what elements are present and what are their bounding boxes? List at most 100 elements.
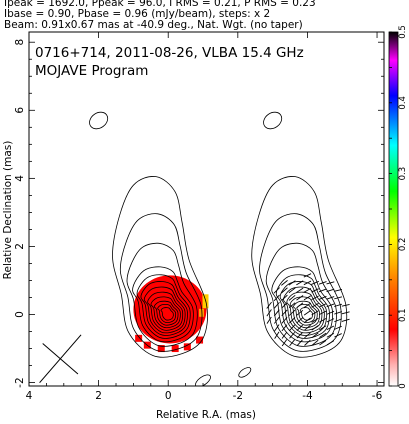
evpa-tick bbox=[326, 325, 335, 331]
contour-level bbox=[119, 213, 203, 352]
evpa-tick bbox=[296, 324, 304, 331]
evpa-tick bbox=[326, 318, 335, 323]
evpa-tick bbox=[326, 288, 335, 292]
x-axis-label: Relative R.A. (mas) bbox=[156, 409, 256, 421]
evpa-tick bbox=[326, 332, 335, 338]
plot-frame bbox=[28, 31, 385, 387]
contour-level bbox=[279, 281, 328, 336]
evpa-tick bbox=[341, 303, 350, 307]
evpa-tick bbox=[281, 279, 288, 286]
evpa-tick bbox=[326, 296, 335, 300]
evpa-tick bbox=[266, 309, 272, 317]
contour-level bbox=[153, 300, 179, 326]
y-tick-label: 0 bbox=[14, 311, 26, 318]
evpa-tick bbox=[303, 288, 312, 293]
evpa-tick bbox=[334, 318, 342, 323]
polarization-pixel bbox=[135, 334, 143, 342]
evpa-tick bbox=[296, 302, 304, 309]
evpa-tick bbox=[311, 332, 319, 339]
evpa-tick bbox=[311, 325, 319, 331]
evpa-tick bbox=[281, 294, 288, 301]
contour-level bbox=[143, 286, 186, 334]
evpa-tick bbox=[311, 302, 319, 308]
evpa-tick bbox=[311, 317, 319, 323]
evpa-tick bbox=[334, 296, 343, 300]
evpa-tick bbox=[303, 295, 312, 301]
y-axis-label: Relative Declination (mas) bbox=[2, 141, 14, 280]
evpa-tick bbox=[296, 339, 303, 347]
colorbar-tick-label: 0.2 bbox=[398, 238, 408, 252]
evpa-tick bbox=[281, 339, 288, 347]
evpa-tick bbox=[296, 287, 304, 293]
evpa-tick bbox=[326, 281, 335, 285]
evpa-tick bbox=[274, 331, 280, 339]
header-line-3: Beam: 0.91x0.67 mas at -40.9 deg., Nat. … bbox=[4, 19, 303, 31]
evpa-tick bbox=[303, 302, 312, 308]
evpa-tick bbox=[281, 331, 288, 339]
contour-level bbox=[160, 307, 174, 321]
polarization-pixel bbox=[183, 343, 191, 351]
y-tick-label: 6 bbox=[14, 107, 26, 114]
contour-level bbox=[136, 274, 191, 339]
y-tick-label: -2 bbox=[14, 377, 26, 387]
evpa-tick bbox=[318, 288, 327, 293]
evpa-tick bbox=[296, 332, 303, 339]
evpa-tick bbox=[341, 318, 350, 322]
evpa-tick bbox=[319, 332, 327, 338]
evpa-tick bbox=[288, 294, 296, 301]
evpa-tick bbox=[281, 309, 288, 317]
y-tick-label: 2 bbox=[14, 243, 26, 250]
evpa-tick bbox=[334, 325, 342, 330]
evpa-tick bbox=[319, 340, 327, 346]
evpa-tick bbox=[274, 316, 280, 324]
evpa-tick bbox=[311, 339, 319, 346]
evpa-tick bbox=[311, 310, 319, 316]
contour-level bbox=[299, 307, 313, 321]
evpa-tick bbox=[296, 317, 304, 324]
header-line-2: Ibase = 0.90, Pbase = 0.96 (mJy/beam), s… bbox=[4, 8, 271, 20]
isolated-contour bbox=[238, 367, 252, 378]
evpa-tick bbox=[311, 288, 319, 293]
colorbar-tick-label: 0.4 bbox=[398, 96, 408, 110]
polarization-pixel-mid bbox=[199, 308, 205, 317]
contour-level bbox=[251, 176, 348, 358]
contour-level bbox=[157, 303, 177, 324]
evpa-tick bbox=[281, 324, 288, 332]
polarization-pixel bbox=[196, 336, 204, 344]
contour-level bbox=[132, 266, 194, 343]
evpa-tick bbox=[318, 295, 327, 300]
evpa-tick bbox=[319, 317, 327, 323]
evpa-tick bbox=[318, 310, 327, 316]
evpa-tick bbox=[288, 309, 296, 316]
evpa-tick bbox=[303, 273, 312, 278]
contour-level bbox=[293, 300, 318, 326]
evpa-tick bbox=[281, 302, 288, 309]
evpa-ticks bbox=[266, 273, 350, 347]
x-tick-label: 0 bbox=[165, 390, 172, 402]
evpa-tick bbox=[319, 325, 327, 331]
contour-level bbox=[112, 176, 208, 358]
evpa-tick bbox=[334, 289, 343, 292]
evpa-tick bbox=[273, 309, 280, 317]
isolated-contour bbox=[89, 111, 109, 130]
evpa-tick bbox=[311, 295, 319, 301]
evpa-tick bbox=[326, 303, 335, 308]
x-tick-label: 4 bbox=[26, 390, 33, 402]
evpa-tick bbox=[304, 324, 311, 331]
evpa-tick bbox=[273, 302, 280, 309]
evpa-tick bbox=[304, 332, 311, 339]
evpa-tick bbox=[304, 339, 311, 346]
evpa-tick bbox=[288, 317, 296, 324]
isolated-contour bbox=[195, 374, 211, 386]
beam-minor-axis bbox=[42, 343, 79, 375]
evpa-tick bbox=[273, 294, 280, 302]
polarization-pixel bbox=[171, 345, 179, 353]
contour-level bbox=[140, 281, 188, 336]
contour-level bbox=[147, 291, 184, 331]
colorbar-tick-label: 0.5 bbox=[398, 25, 408, 39]
x-tick-label: -6 bbox=[372, 390, 383, 402]
colorbar-ticks: 0 0.1 0.2 0.3 0.4 0.5 bbox=[389, 25, 408, 389]
axis-ticks bbox=[28, 32, 384, 386]
evpa-tick bbox=[266, 301, 272, 309]
